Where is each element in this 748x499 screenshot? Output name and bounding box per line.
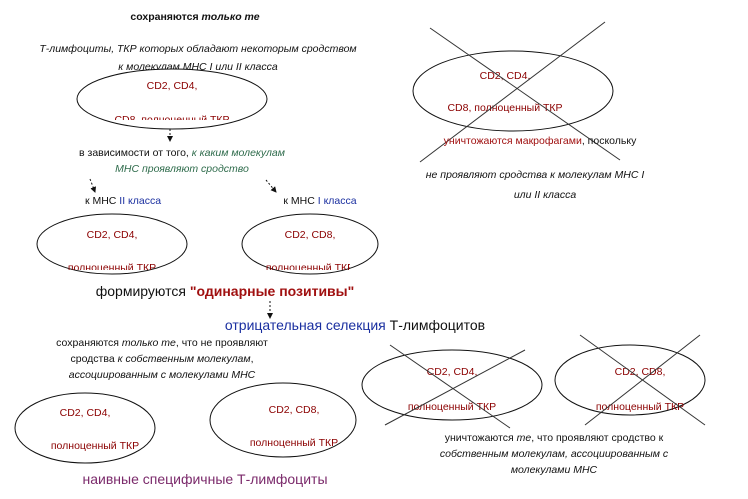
survivors-note: сродства к собственным молекулам, — [70, 353, 253, 365]
cross — [584, 334, 701, 426]
killed-note: собственным молекулам, ассоциированным с — [440, 448, 669, 460]
positive-cell — [241, 213, 379, 275]
cell-label: полноценный ТКР — [408, 401, 496, 413]
cell-label: CD2, CD4, — [147, 80, 198, 92]
cell-label: CD2, CD4, — [60, 407, 111, 419]
macrophage-note: или II класса — [514, 189, 576, 201]
cell-label: CD2, CD8, — [285, 229, 336, 241]
killed-cell — [361, 349, 543, 421]
top-note: сохраняются только те — [130, 11, 259, 23]
negative-selection: отрицательная селекция Т-лимфоцитов — [225, 317, 485, 333]
branch: к МНС II класса — [85, 195, 161, 207]
cross — [389, 344, 511, 429]
single-positive: формируются "одинарные позитивы" — [96, 283, 355, 299]
survivors-note: ассоциированным с молекулами МНС — [69, 369, 256, 381]
thymocyte-cell — [76, 68, 268, 130]
cell-label: полноценный ТКР — [250, 437, 338, 449]
dependence: в зависимости от того, к каким молекулам — [79, 147, 285, 159]
cell-label: CD2, CD4, — [480, 70, 531, 82]
killed-note: уничтожаются те, что проявляют сродство … — [445, 432, 664, 444]
macrophage-note: не проявляют сродства к молекулам МНС I — [426, 169, 645, 181]
killed-note: молекулами МНС — [511, 464, 598, 476]
survivors-note: сохраняются только те, что не проявляют — [56, 337, 268, 349]
cell-label: CD2, CD8, — [269, 404, 320, 416]
positive-cell — [36, 213, 188, 275]
cell-label: CD8, полноценный ТКР — [114, 114, 229, 126]
final-cell — [14, 392, 156, 464]
cell-label: полноценный ТКР — [266, 262, 354, 274]
cell-label: CD2, CD4, — [87, 229, 138, 241]
branch: к МНС I класса — [283, 195, 356, 207]
cell-label: CD8, полноценный ТКР — [447, 102, 562, 114]
macrophage-note: уничтожаются макрофагами, поскольку — [444, 135, 637, 147]
cross — [384, 349, 526, 426]
final-cell — [209, 382, 357, 458]
cell-label: полноценный ТКР — [596, 401, 684, 413]
cross — [419, 21, 606, 163]
arrow — [265, 179, 277, 193]
cross — [429, 27, 621, 161]
cell-label: CD2, CD4, — [427, 366, 478, 378]
arrow — [89, 178, 97, 193]
cell-label: полноценный ТКР — [68, 262, 156, 274]
naive: наивные специфичные Т-лимфоциты — [83, 471, 328, 487]
top-desc: Т-лимфоциты, ТКР которых обладают некото… — [39, 43, 356, 55]
cell-label: полноценный ТКР — [51, 440, 139, 452]
dependence: МНС проявляют сродство — [115, 163, 249, 175]
